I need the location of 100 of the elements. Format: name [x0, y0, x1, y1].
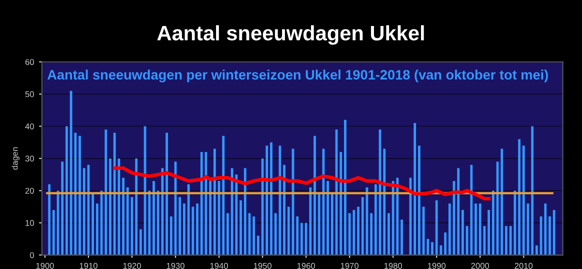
bar — [96, 204, 98, 256]
x-tick-label: 2000 — [471, 262, 490, 269]
bar — [348, 213, 351, 256]
bar — [135, 158, 138, 256]
bar — [296, 216, 299, 256]
bar — [531, 126, 534, 256]
x-tick-label: 1940 — [210, 262, 228, 269]
bar — [226, 213, 229, 256]
y-tick-label: 60 — [25, 59, 34, 65]
bar — [414, 123, 416, 256]
bar — [474, 204, 477, 256]
bar — [139, 229, 142, 256]
bar — [92, 194, 94, 256]
bar — [109, 158, 112, 256]
x-tick-label: 1950 — [254, 262, 272, 269]
bar — [326, 180, 330, 256]
bar — [200, 152, 203, 256]
bar — [113, 132, 116, 256]
bar — [552, 210, 556, 256]
x-tick-label: 2010 — [514, 262, 533, 269]
bar — [357, 206, 360, 256]
bar — [426, 238, 430, 256]
bar — [374, 184, 377, 256]
bar — [344, 120, 346, 256]
bar — [70, 90, 72, 256]
bar — [457, 168, 460, 256]
bar — [448, 204, 451, 256]
bar — [383, 148, 386, 256]
x-tick-label: 1930 — [166, 262, 184, 269]
y-tick-label: 30 — [25, 156, 34, 162]
bar — [340, 152, 342, 256]
bar — [400, 220, 403, 256]
bar — [470, 164, 473, 256]
bar — [300, 222, 303, 256]
y-tick-label: 50 — [25, 91, 34, 98]
bar — [52, 210, 55, 256]
bar — [352, 210, 356, 256]
bar — [535, 245, 538, 256]
bar — [488, 210, 490, 256]
chart-title: Aantal sneeuwdagen Ukkel — [157, 25, 424, 45]
y-tick-label: 0 — [30, 252, 34, 258]
bar — [431, 242, 434, 256]
x-tick-label: 1970 — [340, 262, 359, 269]
bar — [283, 164, 286, 256]
bar — [330, 194, 334, 256]
bar — [548, 216, 551, 256]
bar — [522, 146, 525, 256]
bar — [309, 187, 312, 256]
bar — [256, 236, 260, 256]
bar — [544, 204, 547, 256]
bar — [518, 139, 520, 256]
bar — [444, 232, 446, 256]
bar — [196, 204, 198, 256]
bar — [61, 162, 64, 256]
bar — [500, 148, 504, 256]
bar — [152, 180, 155, 256]
bar — [222, 136, 225, 256]
bar — [122, 178, 124, 256]
x-tick-label: 1990 — [428, 262, 446, 269]
bar — [178, 197, 182, 256]
bar — [462, 210, 464, 256]
bar — [183, 204, 186, 256]
bar — [213, 148, 216, 256]
y-tick-label: 10 — [26, 220, 34, 226]
bar — [230, 168, 234, 256]
y-tick-label: 20 — [25, 188, 34, 194]
bar — [104, 129, 108, 256]
bar — [478, 204, 482, 256]
bar — [244, 168, 246, 256]
bar — [161, 168, 164, 256]
bar — [287, 206, 290, 256]
bar — [66, 126, 68, 256]
line-series — [112, 166, 491, 200]
bar — [270, 142, 272, 256]
bar — [170, 216, 172, 256]
bar — [252, 216, 256, 256]
bar — [418, 146, 420, 256]
x-tick-label: 1910 — [80, 262, 98, 269]
text: Aantal sneeuwdagen per winterseizoen Ukkel 1901-2018 (van oktober tot mei) — [47, 70, 548, 82]
bar — [266, 146, 268, 256]
bar — [48, 184, 50, 256]
bar — [166, 132, 168, 256]
bar — [492, 190, 494, 256]
x-tick-label: 1920 — [123, 262, 141, 269]
bar — [514, 190, 516, 256]
bar — [278, 146, 282, 256]
bar — [435, 200, 438, 256]
bar — [148, 190, 151, 256]
bar — [370, 213, 373, 256]
bar — [240, 200, 242, 256]
x-tick-label: 1900 — [36, 262, 54, 269]
bar — [396, 178, 399, 256]
bar — [318, 194, 320, 256]
y-tick-label: 40 — [25, 123, 34, 130]
bar — [126, 187, 129, 256]
bar — [505, 226, 508, 256]
bar — [209, 180, 212, 256]
bar — [361, 197, 364, 256]
bar — [314, 136, 316, 256]
y-axis-title: dagen — [12, 147, 20, 170]
